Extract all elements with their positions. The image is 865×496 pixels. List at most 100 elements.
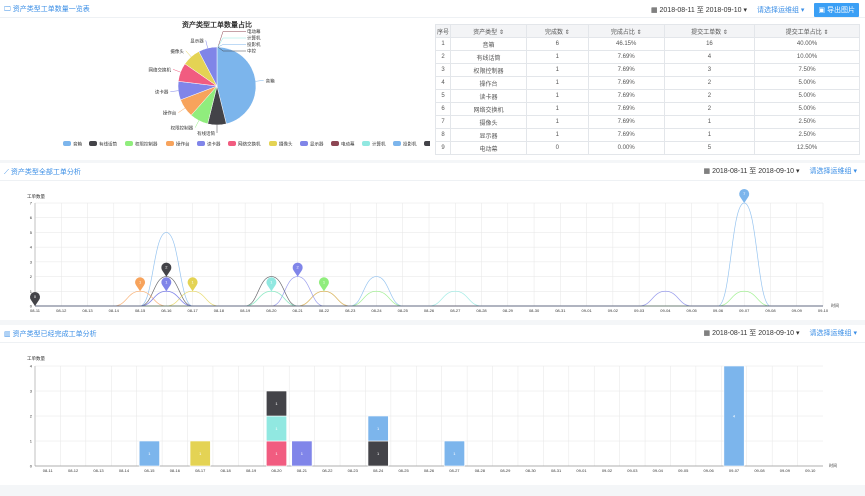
- date-range-picker[interactable]: ▦ 2018-08-11 至 2018-09-10 ▾: [703, 168, 800, 175]
- date-range-text: 2018-08-11 至 2018-09-10: [712, 168, 795, 175]
- pin-marker: [266, 277, 277, 292]
- y-tick-label: 0: [30, 304, 33, 309]
- pin-label: 1: [191, 279, 194, 284]
- bar-segment: [367, 415, 389, 442]
- y-tick-label: 1: [30, 289, 33, 294]
- x-tick-label: 09-03: [634, 308, 645, 313]
- asset-table: 序号 资产类型 ⇕ 完成数 ⇕ 完成占比 ⇕ 提交工单数 ⇕ 提交工单占比 ⇕ 1 音箱 6 4…: [435, 24, 860, 155]
- x-tick-label: 08-11: [43, 468, 54, 473]
- x-tick-label: 08-25: [398, 468, 409, 473]
- table-cell: 1: [663, 115, 756, 129]
- bar-label: 1: [275, 426, 278, 431]
- x-tick-label: 08-20: [266, 308, 277, 313]
- table-row: 3 权限控制器 1 7.69% 3 7.50%: [435, 63, 860, 77]
- table-cell: 有线话筒: [449, 50, 528, 64]
- pie-label: 电动幕: [247, 28, 261, 35]
- pie-label: 读卡器: [155, 89, 169, 96]
- title-text: 资产类型已经完成工单分析: [12, 331, 97, 338]
- date-range-picker[interactable]: ▦ 2018-08-11 至 2018-09-10 ▾: [703, 330, 800, 337]
- legend-swatch: [89, 141, 97, 146]
- column-header[interactable]: 资产类型 ⇕: [449, 24, 528, 38]
- legend-swatch: [63, 141, 71, 146]
- x-tick-label: 08-13: [93, 468, 104, 473]
- legend-swatch: [125, 141, 133, 146]
- column-header[interactable]: 序号: [435, 24, 451, 38]
- x-tick-label: 09-04: [660, 308, 671, 313]
- panel-title: ▥ 资产类型已经完成工单分析: [4, 329, 97, 339]
- legend-item: 操作台: [176, 141, 190, 148]
- ops-group-select[interactable]: 请选择运维组 ▾: [809, 330, 857, 337]
- legend-item: 读卡器: [207, 141, 221, 148]
- bar-segment: [189, 440, 211, 467]
- bar-chart-icon: ▥: [4, 331, 11, 338]
- pin-label: 2: [297, 265, 300, 270]
- ops-group-select[interactable]: 请选择运维组 ▾: [809, 168, 857, 175]
- x-tick-label: 08-29: [503, 308, 514, 313]
- bar-segment: [291, 440, 313, 467]
- x-tick-label: 09-05: [678, 468, 689, 473]
- table-row: 5 读卡器 1 7.69% 2 5.00%: [435, 89, 860, 103]
- legend-swatch: [362, 141, 370, 146]
- table-cell: 1: [526, 50, 589, 64]
- x-tick-label: 08-25: [398, 308, 409, 313]
- pie-label-line: [205, 40, 208, 49]
- table-cell: 电动幕: [449, 141, 528, 155]
- export-image-button[interactable]: ▣ 导出图片: [814, 3, 859, 17]
- x-tick-label: 09-06: [703, 468, 714, 473]
- pin-marker: [30, 292, 40, 306]
- x-tick-label: 09-04: [653, 468, 664, 473]
- ops-group-select[interactable]: 请选择运维组 ▾: [756, 7, 805, 14]
- table-cell: 权限控制器: [449, 63, 528, 77]
- column-header[interactable]: 提交工单数 ⇕: [663, 24, 756, 38]
- pie-label-line: [217, 46, 246, 52]
- table-row: 4 操作台 1 7.69% 2 5.00%: [435, 76, 860, 90]
- x-tick-label: 08-17: [195, 468, 206, 473]
- x-axis-label: 时间: [831, 302, 839, 308]
- x-tick-label: 08-12: [68, 468, 79, 473]
- x-tick-label: 08-17: [187, 308, 198, 313]
- y-tick-label: 4: [30, 245, 33, 250]
- panel-tools: ▦ 2018-08-11 至 2018-09-10 ▾ 请选择运维组 ▾ ▣ 导…: [651, 3, 859, 17]
- x-tick-label: 08-26: [424, 308, 435, 313]
- date-range-picker[interactable]: ▦ 2018-08-11 至 2018-09-10 ▾: [650, 7, 747, 14]
- table-cell: 5.00%: [754, 102, 860, 116]
- pie-label: 摄像头: [170, 48, 184, 55]
- legend-swatch: [228, 141, 236, 146]
- table-row: 6 网络交换机 1 7.69% 2 5.00%: [435, 102, 860, 116]
- table-cell: 7.69%: [587, 115, 665, 129]
- x-tick-label: 09-02: [602, 468, 613, 473]
- pie-label: 投影机: [247, 41, 261, 48]
- monitor-icon: 🖵: [4, 6, 11, 13]
- asset-table-panel: 🖵 资产类型工单数量一览表 ▦ 2018-08-11 至 2018-09-10 ▾…: [0, 0, 865, 160]
- all-orders-panel: ⟋ 资产类型全部工单分析 ▦ 2018-08-11 至 2018-09-10 ▾ …: [0, 163, 865, 320]
- pie-slice: [198, 46, 218, 87]
- bar-label: 1: [453, 451, 456, 456]
- table-cell: 读卡器: [449, 89, 528, 103]
- pin-label: 2: [165, 265, 168, 270]
- table-cell: 1: [526, 89, 589, 103]
- pin-label: 1: [139, 279, 142, 284]
- table-cell: 7.50%: [754, 63, 860, 77]
- table-cell: 1: [526, 115, 589, 129]
- completed-orders-panel: ▥ 资产类型已经完成工单分析 ▦ 2018-08-11 至 2018-09-10 …: [0, 325, 865, 485]
- table-cell: 2: [663, 89, 756, 103]
- x-tick-label: 08-18: [214, 308, 225, 313]
- table-cell: 7.69%: [587, 76, 665, 90]
- pin-label: 1: [323, 279, 326, 284]
- pie-label: 网络交换机: [149, 66, 172, 73]
- column-header[interactable]: 完成数 ⇕: [526, 24, 589, 38]
- column-header[interactable]: 提交工单占比 ⇕: [754, 24, 860, 38]
- calendar-icon: ▦: [703, 168, 713, 175]
- pie-label: 有线话筒: [197, 130, 215, 137]
- table-cell: 2: [663, 102, 756, 116]
- table-cell: 12.50%: [754, 141, 860, 155]
- column-header[interactable]: 完成占比 ⇕: [587, 24, 665, 38]
- bar-segment: [138, 440, 160, 467]
- x-tick-label: 09-02: [608, 308, 619, 313]
- x-tick-label: 08-31: [551, 468, 562, 473]
- x-tick-label: 08-15: [135, 308, 146, 313]
- table-row: 2 有线话筒 1 7.69% 4 10.00%: [435, 50, 860, 64]
- x-tick-label: 09-01: [576, 468, 587, 473]
- table-cell: 显示器: [449, 128, 528, 142]
